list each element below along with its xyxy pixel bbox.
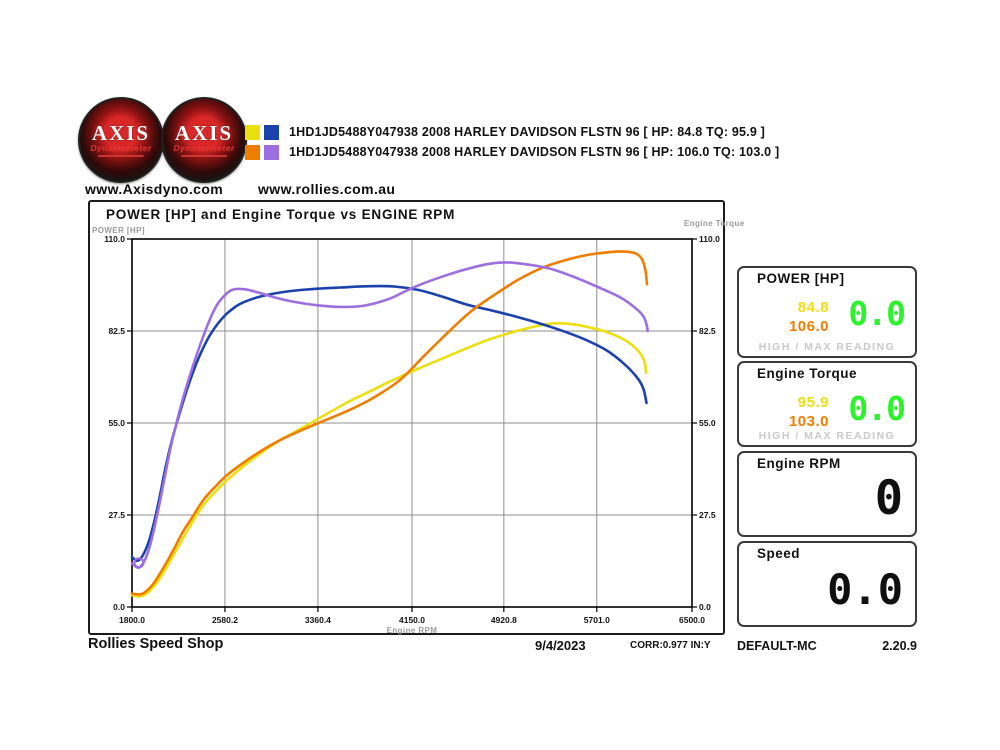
gauge-torque-run2-max: 103.0 xyxy=(788,413,829,430)
x-tick-label: 4920.8 xyxy=(491,615,517,625)
gauge-speed-live-value: 0.0 xyxy=(827,565,903,614)
y-tick-label-right: 110.0 xyxy=(699,234,720,244)
logo-brand-text: AXIS xyxy=(174,121,234,145)
dyno-chart: 110.0 110.0 82.5 82.5 55.0 55.0 27.5 27.5 0.0 0.0… xyxy=(92,219,744,635)
run2-label: 1HD1JD5488Y047938 2008 HARLEY DAVIDSON F… xyxy=(289,145,780,159)
y-tick-label-right: 0.0 xyxy=(699,602,711,612)
dyno-chart-panel: POWER [HP] and Engine Torque vs ENGINE R… xyxy=(88,200,744,635)
gauge-torque: Engine Torque 95.9 103.0 0.0 HIGH / MAX … xyxy=(737,361,917,447)
gauge-torque-title: Engine Torque xyxy=(757,366,857,381)
run2-power-swatch xyxy=(245,144,260,160)
gauge-torque-run1-max: 95.9 xyxy=(797,394,829,411)
x-tick-label: 6500.0 xyxy=(679,615,705,625)
run1-torque-swatch xyxy=(264,124,279,140)
left-axis-label: POWER [HP] xyxy=(92,226,145,235)
y-tick-label-left: 0.0 xyxy=(113,602,125,612)
gauge-power-title: POWER [HP] xyxy=(757,271,845,286)
run1-label: 1HD1JD5488Y047938 2008 HARLEY DAVIDSON F… xyxy=(289,125,766,139)
run-start-loop-marker xyxy=(133,557,145,569)
right-axis-label: Engine Torque xyxy=(684,219,745,228)
logo-sub-text: Dynamometer xyxy=(173,143,235,153)
run-date: 9/4/2023 xyxy=(535,638,586,653)
run-legend: 1HD1JD5488Y047938 2008 HARLEY DAVIDSON F… xyxy=(245,123,779,163)
legend-row-run2: 1HD1JD5488Y047938 2008 HARLEY DAVIDSON F… xyxy=(245,143,779,161)
y-tick-label-left: 82.5 xyxy=(108,326,125,336)
gauge-power-footer: HIGH / MAX READING xyxy=(758,341,896,353)
series-curve-run1-power-hp xyxy=(130,321,648,598)
axis-dyno-logo-2: AXIS Dynamometer xyxy=(161,97,247,183)
gauge-speed-title: Speed xyxy=(757,546,801,561)
x-tick-label: 2580.2 xyxy=(212,615,238,625)
legend-row-run1: 1HD1JD5488Y047938 2008 HARLEY DAVIDSON F… xyxy=(245,123,779,141)
x-tick-label: 3360.4 xyxy=(305,615,331,625)
y-tick-label-left: 55.0 xyxy=(108,418,125,428)
y-tick-label-right: 55.0 xyxy=(699,418,716,428)
gauge-torque-live-value: 0.0 xyxy=(848,389,906,428)
logo-tagline-bar xyxy=(181,155,227,157)
shop-name: Rollies Speed Shop xyxy=(88,636,224,652)
axisdyno-url: www.Axisdyno.com xyxy=(85,181,224,197)
run1-power-swatch xyxy=(245,124,260,140)
gauge-power: POWER [HP] 84.8 106.0 0.0 HIGH / MAX REA… xyxy=(737,266,917,358)
y-tick-label-left: 110.0 xyxy=(104,234,125,244)
logo-sub-text: Dynamometer xyxy=(90,143,152,153)
gauge-power-live-value: 0.0 xyxy=(848,294,906,333)
logo-tagline-bar xyxy=(98,155,144,157)
software-version: 2.20.9 xyxy=(882,639,917,653)
y-tick-label-right: 27.5 xyxy=(699,510,716,520)
rollies-url: www.rollies.com.au xyxy=(258,181,396,197)
correction-factor: CORR:0.977 IN:Y xyxy=(630,640,711,651)
y-tick-label-right: 82.5 xyxy=(699,326,716,336)
logo-brand-text: AXIS xyxy=(91,121,151,145)
gauge-rpm-live-value: 0 xyxy=(874,471,903,526)
run2-torque-swatch xyxy=(264,144,279,160)
axis-dyno-logo: AXIS Dynamometer xyxy=(78,97,164,183)
chart-title: POWER [HP] and Engine Torque vs ENGINE R… xyxy=(106,207,456,222)
gauge-rpm: Engine RPM 0 xyxy=(737,451,917,537)
x-tick-label: 1800.0 xyxy=(119,615,145,625)
gauge-rpm-title: Engine RPM xyxy=(757,456,841,471)
x-tick-label: 5701.0 xyxy=(584,615,610,625)
series-curve-run2-torque xyxy=(130,261,649,569)
y-tick-label-left: 27.5 xyxy=(108,510,125,520)
gauge-power-run2-max: 106.0 xyxy=(788,318,829,335)
series-curve-run2-power-hp xyxy=(130,250,649,596)
config-name: DEFAULT-MC xyxy=(737,639,817,653)
gauge-speed: Speed 0.0 xyxy=(737,541,917,627)
gauge-power-run1-max: 84.8 xyxy=(797,299,829,316)
x-tick-label: 4150.0 xyxy=(399,615,425,625)
gauge-torque-footer: HIGH / MAX READING xyxy=(758,430,896,442)
x-axis-label: Engine RPM xyxy=(387,626,438,635)
